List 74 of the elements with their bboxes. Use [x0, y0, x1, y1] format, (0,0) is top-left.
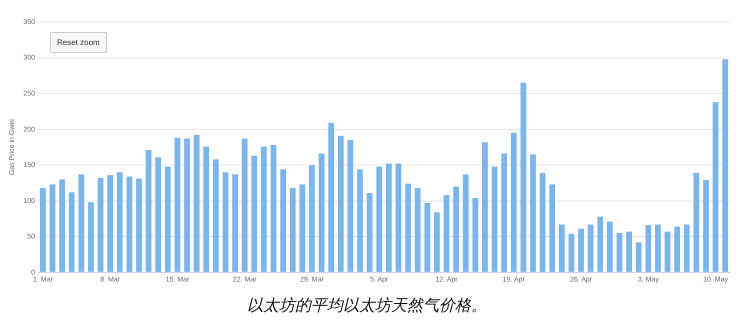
bar — [588, 224, 594, 272]
bar — [59, 179, 65, 272]
bar — [146, 150, 152, 272]
bar — [98, 178, 104, 272]
bar — [357, 169, 363, 272]
bar — [78, 174, 84, 272]
bar — [318, 154, 324, 272]
bar — [50, 184, 56, 272]
bar — [396, 164, 402, 272]
bar — [434, 212, 440, 272]
bar — [299, 184, 306, 272]
bar — [40, 188, 46, 272]
bar — [693, 172, 700, 272]
bar — [222, 172, 228, 272]
bar — [616, 233, 622, 272]
bar — [645, 225, 652, 272]
bar — [558, 224, 565, 272]
bar — [68, 192, 75, 272]
bar — [424, 203, 430, 272]
bar — [261, 146, 267, 272]
bar — [290, 188, 296, 272]
bar — [126, 176, 132, 272]
bar — [338, 136, 344, 272]
bar — [636, 242, 642, 272]
bar — [606, 222, 613, 272]
bar — [386, 164, 392, 272]
bar — [684, 224, 690, 272]
bar — [348, 140, 354, 272]
bar — [174, 138, 180, 272]
bar — [203, 146, 210, 272]
reset-zoom-button: Reset zoom — [50, 32, 107, 53]
bar — [136, 178, 142, 272]
bar — [520, 82, 526, 272]
bar — [549, 184, 556, 272]
bar — [530, 154, 536, 272]
bar — [444, 195, 450, 272]
bar — [232, 174, 238, 272]
bar — [212, 159, 219, 272]
bar — [462, 174, 469, 272]
bar — [578, 228, 584, 272]
bar — [568, 234, 574, 272]
bar — [328, 122, 334, 272]
bar — [597, 216, 604, 272]
bar — [626, 232, 632, 272]
bar — [251, 156, 258, 272]
bar — [184, 138, 190, 272]
bar — [722, 59, 728, 272]
bar — [674, 226, 680, 272]
bar — [194, 135, 200, 272]
bar — [703, 180, 709, 272]
bar — [155, 157, 162, 272]
bar — [107, 175, 114, 272]
bar — [664, 232, 670, 272]
bar — [309, 165, 315, 272]
bar — [280, 169, 286, 272]
bar — [376, 166, 382, 272]
bar — [164, 166, 171, 272]
bar — [482, 142, 488, 272]
bar — [405, 184, 411, 272]
bar — [242, 138, 248, 272]
bar — [116, 172, 123, 272]
bar — [270, 145, 276, 272]
bar — [510, 132, 517, 272]
bar — [453, 186, 459, 272]
bar — [414, 188, 421, 272]
bar — [366, 192, 373, 272]
bar — [501, 154, 508, 272]
bar — [88, 202, 94, 272]
bar — [540, 172, 546, 272]
bar — [712, 102, 718, 272]
bar — [472, 198, 478, 272]
bar — [655, 224, 661, 272]
bar — [492, 166, 498, 272]
text: 以太坊的平均以太坊天然气价格。 — [247, 296, 487, 315]
